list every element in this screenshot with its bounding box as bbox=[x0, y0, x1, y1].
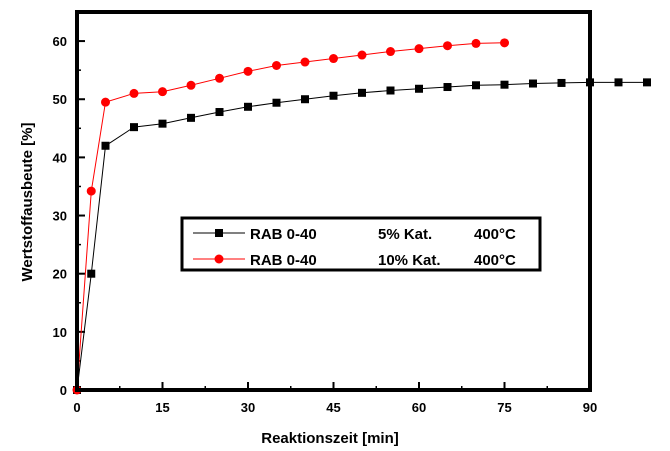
x-axis-ticks: 0 15 30 45 60 75 90 bbox=[73, 382, 597, 415]
x-tick-label: 30 bbox=[241, 400, 255, 415]
data-point-square bbox=[358, 88, 366, 97]
data-point-square bbox=[557, 78, 566, 87]
x-axis-title: Reaktionszeit [min] bbox=[261, 430, 399, 447]
data-point-square bbox=[244, 102, 252, 111]
legend-marker-circle bbox=[214, 254, 224, 264]
data-point-square bbox=[215, 108, 224, 117]
data-point-circle bbox=[300, 57, 310, 67]
data-point-circle bbox=[443, 41, 452, 51]
data-point-circle bbox=[186, 80, 196, 90]
x-tick-label: 75 bbox=[497, 400, 511, 415]
data-point-square bbox=[130, 123, 138, 132]
y-tick-label: 60 bbox=[53, 34, 67, 49]
data-point-square bbox=[529, 79, 537, 88]
legend-name: RAB 0-40 bbox=[250, 252, 317, 269]
legend-temperature: 400°C bbox=[474, 226, 516, 243]
legend-catalyst: 10% Kat. bbox=[378, 252, 441, 269]
x-tick-label: 45 bbox=[326, 400, 340, 415]
legend: RAB 0-40 5% Kat. 400°C RAB 0-40 10% Kat. 400°… bbox=[180, 216, 542, 272]
data-point-square bbox=[87, 269, 96, 278]
data-point-square bbox=[472, 81, 480, 90]
data-point-square bbox=[443, 83, 452, 92]
data-point-circle bbox=[500, 38, 509, 48]
y-tick-label: 0 bbox=[60, 383, 67, 398]
series-layer bbox=[72, 38, 651, 395]
data-point-circle bbox=[386, 47, 395, 57]
data-point-circle bbox=[357, 50, 367, 60]
x-tick-label: 60 bbox=[412, 400, 426, 415]
data-point-circle bbox=[243, 66, 253, 76]
data-point-circle bbox=[215, 73, 224, 83]
y-tick-label: 10 bbox=[53, 325, 67, 340]
series-line-1 bbox=[76, 81, 647, 391]
data-point-square bbox=[272, 98, 281, 107]
data-point-circle bbox=[86, 186, 96, 196]
data-point-circle bbox=[129, 88, 139, 98]
data-point-circle bbox=[471, 38, 481, 48]
series-line-2 bbox=[76, 42, 505, 391]
legend-marker-square bbox=[215, 229, 223, 237]
data-point-square bbox=[158, 119, 167, 128]
data-point-square bbox=[386, 86, 395, 95]
data-point-circle bbox=[158, 87, 167, 97]
data-point-square bbox=[329, 91, 338, 100]
data-point-circle bbox=[414, 44, 424, 54]
x-tick-label: 90 bbox=[583, 400, 597, 415]
y-tick-label: 20 bbox=[53, 267, 67, 282]
plot-frame bbox=[75, 10, 592, 392]
legend-temperature: 400°C bbox=[474, 252, 516, 269]
legend-name: RAB 0-40 bbox=[250, 226, 317, 243]
data-point-circle bbox=[329, 54, 338, 64]
y-tick-label: 40 bbox=[53, 150, 67, 165]
data-point-square bbox=[101, 141, 110, 150]
legend-catalyst: 5% Kat. bbox=[378, 226, 432, 243]
data-point-square bbox=[415, 84, 423, 93]
x-tick-label: 15 bbox=[155, 400, 169, 415]
data-point-square bbox=[614, 78, 623, 87]
x-tick-label: 0 bbox=[73, 400, 80, 415]
data-point-square bbox=[643, 78, 651, 87]
data-point-circle bbox=[272, 61, 281, 71]
data-point-square bbox=[187, 113, 195, 122]
data-point-circle bbox=[101, 97, 110, 107]
y-tick-label: 50 bbox=[53, 92, 67, 107]
y-axis-title: Wertstoffausbeute [%] bbox=[19, 123, 36, 282]
data-point-square bbox=[301, 95, 309, 104]
y-tick-label: 30 bbox=[53, 209, 67, 224]
data-point-square bbox=[500, 80, 509, 89]
legend-frame bbox=[180, 216, 542, 272]
